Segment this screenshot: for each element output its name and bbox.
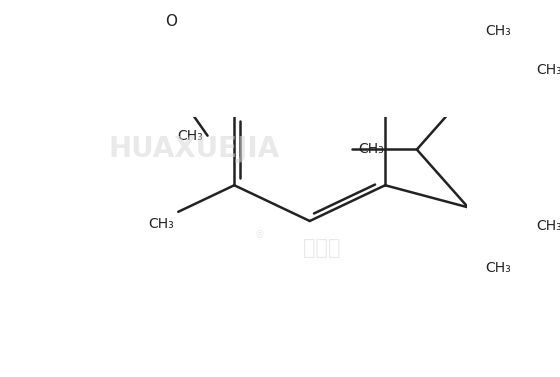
Text: CH₃: CH₃	[178, 129, 203, 143]
Text: HUAXUEJIA: HUAXUEJIA	[108, 135, 279, 164]
Text: CH₃: CH₃	[148, 217, 174, 231]
Text: CH₃: CH₃	[485, 24, 511, 38]
Text: O: O	[165, 14, 177, 29]
Text: ®: ®	[255, 230, 265, 240]
Text: CH₃: CH₃	[358, 143, 384, 156]
Text: CH₃: CH₃	[536, 63, 560, 78]
Text: CH₃: CH₃	[536, 219, 560, 233]
Text: 化学加: 化学加	[304, 238, 341, 258]
Text: CH₃: CH₃	[485, 261, 511, 275]
